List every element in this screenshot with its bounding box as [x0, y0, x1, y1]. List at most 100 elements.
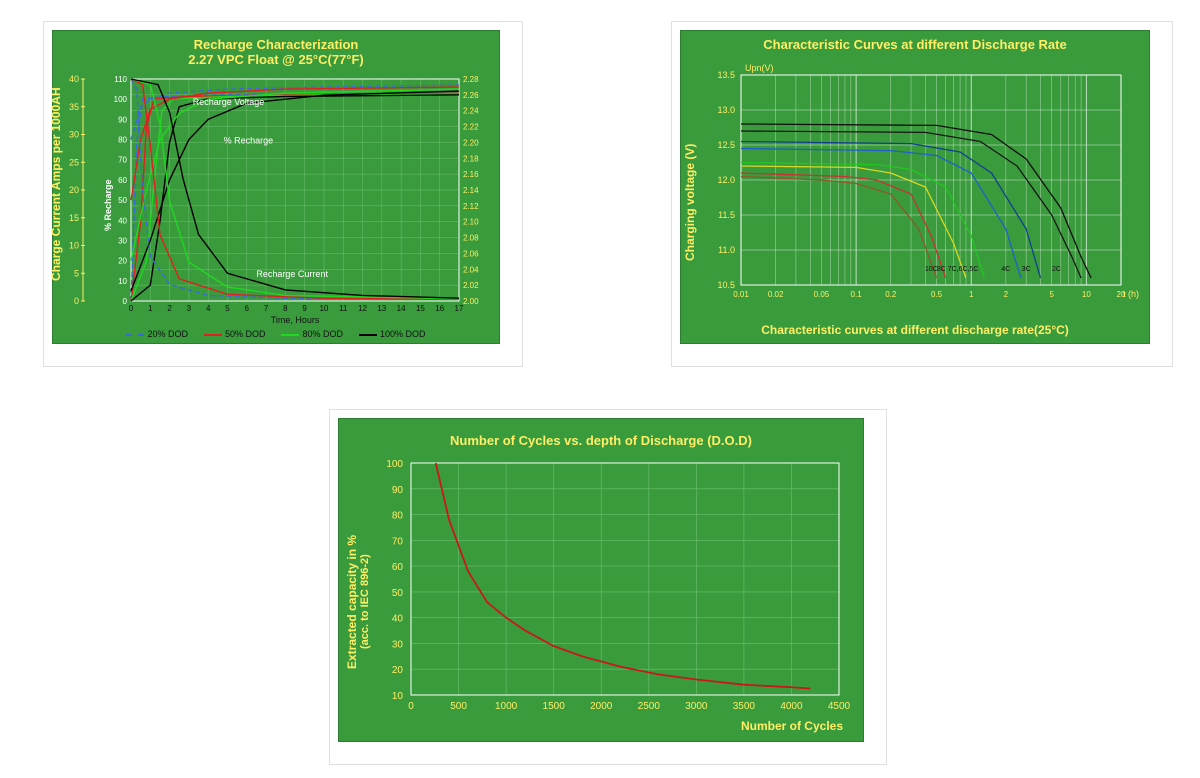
svg-text:9: 9: [302, 304, 307, 313]
svg-text:10C: 10C: [925, 266, 938, 273]
svg-text:13.5: 13.5: [717, 70, 735, 80]
svg-text:2.26: 2.26: [463, 91, 479, 100]
svg-text:11.0: 11.0: [718, 245, 735, 255]
svg-text:16: 16: [435, 304, 444, 313]
svg-text:Recharge Current: Recharge Current: [256, 269, 328, 279]
svg-text:3000: 3000: [685, 701, 708, 712]
svg-text:15: 15: [69, 213, 79, 223]
svg-text:4: 4: [206, 304, 211, 313]
svg-text:0: 0: [408, 701, 414, 712]
svg-text:4500: 4500: [828, 701, 851, 712]
svg-text:2.20: 2.20: [463, 138, 479, 147]
svg-text:50: 50: [392, 588, 404, 599]
svg-text:10: 10: [118, 277, 127, 286]
svg-text:13: 13: [377, 304, 386, 313]
svg-text:40: 40: [118, 216, 127, 225]
svg-text:70: 70: [392, 536, 404, 547]
legend-item: 80% DOD: [281, 329, 343, 339]
svg-text:2.16: 2.16: [463, 170, 479, 179]
svg-text:8C: 8C: [937, 266, 946, 273]
svg-text:10: 10: [392, 691, 404, 702]
svg-text:2.14: 2.14: [463, 186, 479, 195]
svg-text:500: 500: [450, 701, 467, 712]
svg-text:10.5: 10.5: [717, 280, 735, 290]
svg-text:3C: 3C: [1022, 266, 1031, 273]
svg-text:4000: 4000: [780, 701, 803, 712]
chart-recharge: Recharge Characterization 2.27 VPC Float…: [52, 30, 500, 344]
svg-text:4C: 4C: [1001, 266, 1010, 273]
svg-text:11.5: 11.5: [718, 210, 735, 220]
svg-text:12: 12: [358, 304, 367, 313]
svg-text:12.5: 12.5: [717, 140, 735, 150]
svg-text:6: 6: [245, 304, 250, 313]
svg-text:7: 7: [264, 304, 269, 313]
chart2-y-label: Charging voltage (V): [683, 144, 697, 261]
legend-item: 100% DOD: [359, 329, 426, 339]
svg-text:60: 60: [392, 562, 404, 573]
svg-text:10: 10: [1082, 290, 1091, 299]
svg-text:10: 10: [319, 304, 328, 313]
svg-text:25: 25: [69, 157, 79, 167]
svg-text:0: 0: [74, 296, 79, 306]
chart1-y-inner-label: % Recharge: [103, 179, 113, 231]
svg-text:60: 60: [118, 176, 127, 185]
svg-text:20: 20: [118, 257, 127, 266]
svg-text:14: 14: [397, 304, 406, 313]
svg-text:35: 35: [69, 102, 79, 112]
svg-text:0.02: 0.02: [768, 290, 784, 299]
svg-text:20: 20: [392, 665, 404, 676]
svg-text:% Recharge: % Recharge: [224, 136, 274, 146]
svg-text:40: 40: [392, 614, 404, 625]
svg-text:13.0: 13.0: [717, 105, 735, 115]
svg-text:1: 1: [969, 290, 974, 299]
svg-text:2: 2: [1004, 290, 1009, 299]
svg-text:1000: 1000: [495, 701, 518, 712]
svg-text:t (h): t (h): [1123, 289, 1139, 299]
svg-text:5: 5: [225, 304, 230, 313]
svg-text:Recharge Voltage: Recharge Voltage: [193, 97, 265, 107]
chart1-legend: 20% DOD50% DOD80% DOD100% DOD: [53, 329, 499, 339]
chart1-title-line1: Recharge Characterization: [194, 37, 359, 52]
panel-recharge: Recharge Characterization 2.27 VPC Float…: [44, 22, 522, 366]
svg-text:2C: 2C: [1052, 266, 1061, 273]
svg-text:30: 30: [69, 130, 79, 140]
svg-text:8: 8: [283, 304, 288, 313]
chart3-x-label: Number of Cycles: [741, 719, 843, 733]
chart1-title-line2: 2.27 VPC Float @ 25°C(77°F): [188, 52, 364, 67]
svg-text:2000: 2000: [590, 701, 613, 712]
svg-text:0: 0: [129, 304, 134, 313]
svg-text:30: 30: [118, 236, 127, 245]
chart1-title: Recharge Characterization 2.27 VPC Float…: [53, 37, 499, 67]
svg-text:Upn(V): Upn(V): [745, 63, 774, 73]
svg-text:2500: 2500: [638, 701, 661, 712]
chart-cycles: Number of Cycles vs. depth of Discharge …: [338, 418, 864, 742]
svg-text:80: 80: [118, 136, 127, 145]
svg-text:7C,6C,5C: 7C,6C,5C: [948, 266, 979, 273]
chart1-svg: 0123456789101112131415161705101520253035…: [53, 31, 499, 343]
svg-text:80: 80: [392, 511, 404, 522]
chart1-y-outer-label: Charge Current Amps per 1000AH: [49, 87, 63, 281]
svg-text:10: 10: [69, 241, 79, 251]
svg-text:2.10: 2.10: [463, 218, 479, 227]
svg-text:2.24: 2.24: [463, 107, 479, 116]
chart3-y-label1: Extracted capacity in %: [345, 535, 359, 669]
svg-text:2.28: 2.28: [463, 75, 479, 84]
svg-text:2.22: 2.22: [463, 123, 479, 132]
panel-characteristic: Characteristic Curves at different Disch…: [672, 22, 1172, 366]
svg-text:90: 90: [118, 115, 127, 124]
svg-text:0.1: 0.1: [851, 290, 863, 299]
svg-text:2.18: 2.18: [463, 154, 479, 163]
svg-text:0.01: 0.01: [733, 290, 749, 299]
svg-text:70: 70: [118, 156, 127, 165]
svg-text:Time, Hours: Time, Hours: [271, 315, 320, 325]
svg-text:50: 50: [118, 196, 127, 205]
svg-text:2: 2: [167, 304, 172, 313]
chart2-title-bottom: Characteristic curves at different disch…: [681, 323, 1149, 337]
legend-item: 20% DOD: [126, 329, 188, 339]
chart3-y-label2: (acc. to IEC 896-2): [359, 554, 371, 649]
svg-text:2.12: 2.12: [463, 202, 479, 211]
svg-text:0.2: 0.2: [885, 290, 897, 299]
svg-text:15: 15: [416, 304, 425, 313]
chart2-title-top: Characteristic Curves at different Disch…: [681, 37, 1149, 52]
svg-text:3: 3: [187, 304, 192, 313]
